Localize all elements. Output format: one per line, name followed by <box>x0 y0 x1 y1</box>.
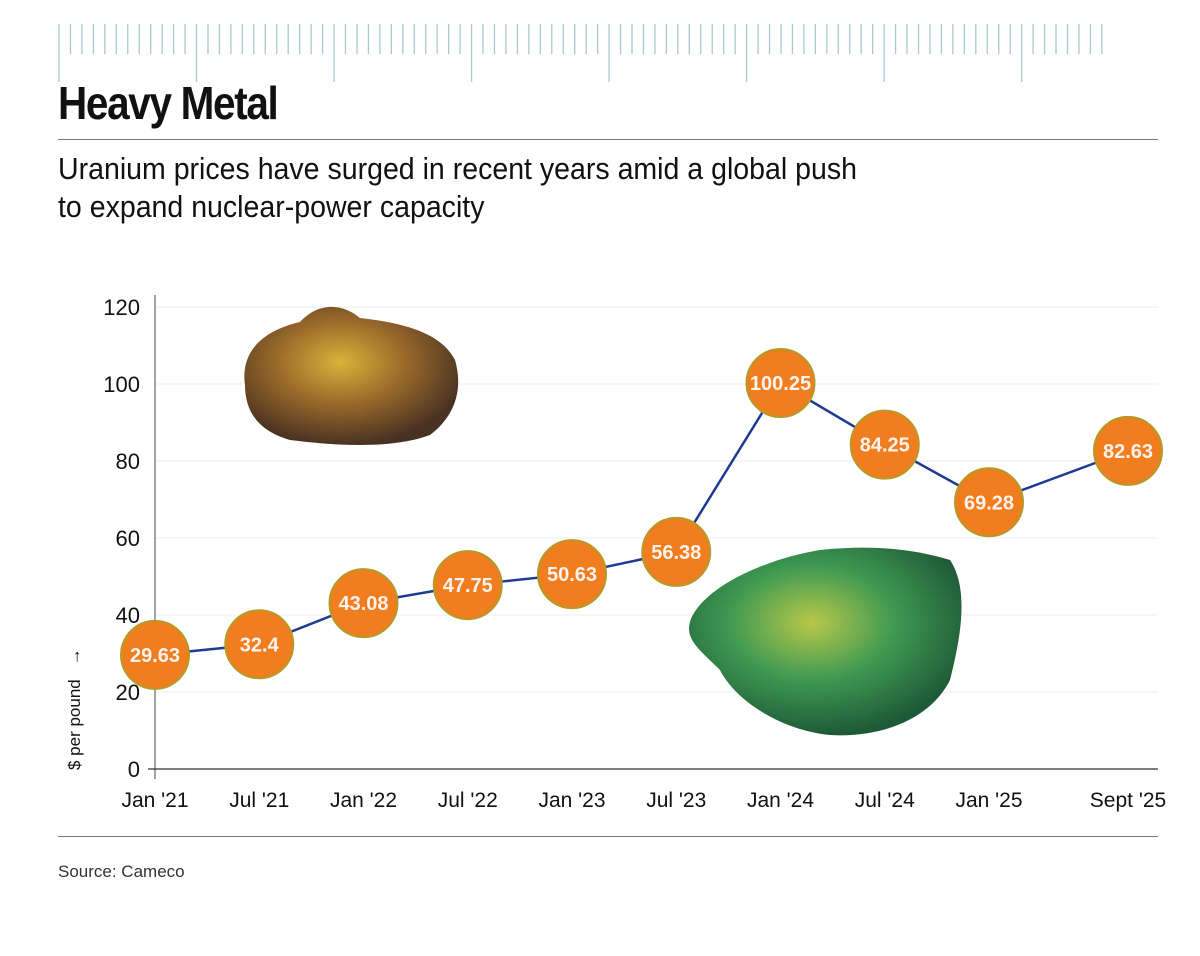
source-note: Source: Cameco <box>58 862 185 881</box>
data-label: 69.28 <box>964 492 1014 514</box>
data-label: 82.63 <box>1103 441 1153 463</box>
y-tick-label: 40 <box>116 603 140 628</box>
y-tick-label: 100 <box>103 372 140 397</box>
data-label: 47.75 <box>443 575 493 597</box>
x-tick-label: Jul '23 <box>646 789 706 812</box>
x-tick-label: Jan '23 <box>538 789 605 812</box>
y-tick-label: 80 <box>116 449 140 474</box>
data-point <box>224 609 295 680</box>
data-label: 100.25 <box>750 373 811 395</box>
green-mineral-image <box>689 547 962 736</box>
y-axis-label-text: $ per pound <box>65 679 84 770</box>
data-label: 29.63 <box>130 645 180 667</box>
x-tick-label: Jul '21 <box>229 789 289 812</box>
uranium-ore-image <box>244 306 459 445</box>
chart-subtitle: Uranium prices have surged in recent yea… <box>58 151 857 224</box>
x-tick-label: Jan '21 <box>121 789 188 812</box>
data-label: 84.25 <box>860 435 910 457</box>
data-point <box>641 516 712 587</box>
y-axis-arrow: → <box>65 648 84 665</box>
y-tick-label: 60 <box>116 526 140 551</box>
series-line <box>154 381 1129 657</box>
data-point <box>328 568 399 639</box>
footer-divider <box>58 836 1158 837</box>
chart-title: Heavy Metal <box>58 77 279 129</box>
data-point <box>120 619 190 690</box>
data-label: 43.08 <box>338 593 388 615</box>
data-point <box>745 348 816 419</box>
x-tick-label: Jan '24 <box>747 789 814 812</box>
title-divider <box>58 139 1158 140</box>
x-tick-label: Jul '22 <box>438 789 498 812</box>
data-label: 32.4 <box>240 634 280 656</box>
data-label: 56.38 <box>651 542 701 564</box>
y-tick-label: 0 <box>128 757 140 782</box>
data-point <box>537 539 607 610</box>
data-point <box>849 409 920 480</box>
x-tick-label: Sept '25 <box>1090 789 1166 812</box>
x-tick-label: Jan '22 <box>330 789 397 812</box>
x-tick-label: Jan '25 <box>955 789 1022 812</box>
data-point <box>954 467 1024 538</box>
y-axis-label: $ per pound → <box>65 648 84 770</box>
data-label: 50.63 <box>547 564 597 586</box>
decorative-ruler <box>58 24 1103 82</box>
data-point <box>1093 415 1163 486</box>
y-tick-label: 120 <box>103 295 140 320</box>
x-tick-label: Jul '24 <box>855 789 915 812</box>
data-point <box>432 550 503 621</box>
